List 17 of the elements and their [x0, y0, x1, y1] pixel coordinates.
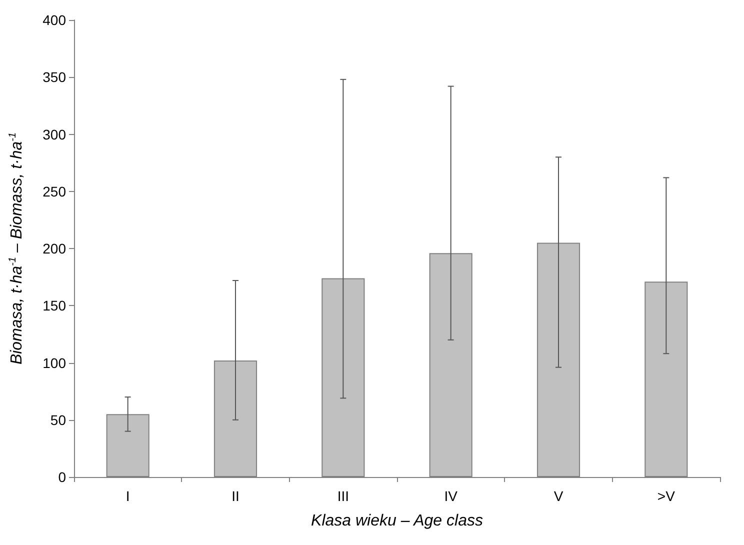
x-tick-label: I	[126, 488, 130, 504]
y-tick-label: 0	[58, 469, 66, 485]
x-tick-label: IV	[444, 488, 458, 504]
x-tick-label: III	[337, 488, 350, 504]
y-tick-label: 200	[42, 240, 66, 256]
y-tick-label: 100	[42, 354, 66, 371]
y-tick-label: 250	[42, 183, 66, 200]
y-tick-label: 50	[50, 412, 66, 428]
y-tick-label: 150	[42, 298, 66, 314]
y-tick-label: 350	[42, 69, 66, 86]
x-axis-title: Klasa wieku – Age class	[311, 512, 483, 530]
y-tick-label: 300	[42, 126, 66, 142]
y-axis-title: Biomasa, t·ha-1 – Biomass, t·ha-1	[8, 132, 26, 365]
x-tick-label: II	[232, 488, 240, 504]
x-tick-label: V	[554, 488, 564, 504]
x-tick-label: >V	[657, 488, 676, 504]
y-tick-label: 400	[42, 12, 66, 28]
